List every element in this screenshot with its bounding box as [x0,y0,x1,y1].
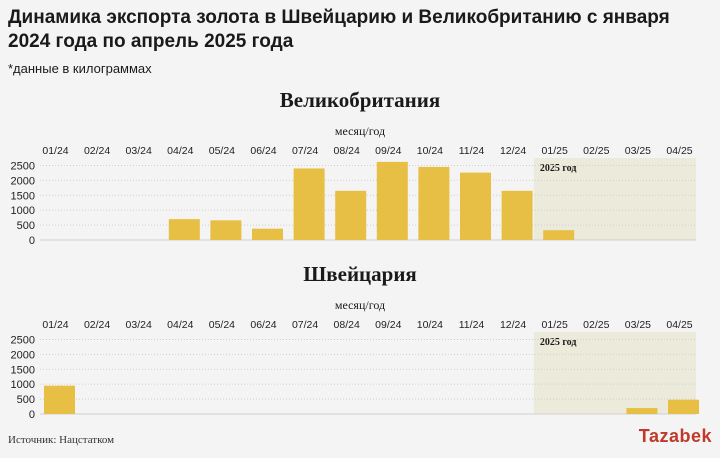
x-tick-label: 02/24 [84,145,110,157]
x-tick-label: 11/24 [459,319,485,331]
x-tick-label: 12/24 [500,145,526,157]
x-tick-label: 05/24 [209,145,235,157]
x-tick-label: 05/24 [209,319,235,331]
logo-text: Tazabek [638,426,712,446]
x-tick-label: 06/24 [250,319,276,331]
x-tick-label: 02/24 [84,319,110,331]
x-tick-label: 01/25 [542,145,568,157]
x-tick-label: 04/25 [666,145,692,157]
x-tick-label: 02/25 [583,319,609,331]
x-tick-label: 03/25 [625,145,651,157]
y-tick-label: 0 [29,409,35,421]
y-tick-label: 1500 [11,364,35,376]
chart-ch: 2025 год 0 500 1000 1500 2000 2500 01/24 02/24 03… [11,319,699,421]
x-axis-label-uk: месяц/год [334,124,386,138]
bar [335,190,367,240]
bar [543,230,575,240]
bar [668,399,699,414]
chart-uk: 2025 год 0 500 1000 1500 2000 2500 01/24 02/24 03… [11,145,696,247]
bar [252,228,283,240]
x-tick-label: 06/24 [250,145,276,157]
x-tick-label: 01/24 [42,145,68,157]
x-tick-label: 08/24 [334,319,360,331]
y-tick-label: 1000 [11,379,35,391]
y-tick-label: 2500 [11,334,35,346]
y-tick-label: 1500 [11,190,35,202]
x-tick-label: 10/24 [417,145,443,157]
units-note: *данные в килограммах [8,61,152,76]
x-tick-label: 11/24 [459,145,485,157]
x-tick-label: 08/24 [334,145,360,157]
x-tick-label: 07/24 [292,145,318,157]
bar [460,172,491,240]
x-tick-label: 10/24 [417,319,443,331]
x-axis-label-ch: месяц/год [334,298,386,312]
x-tick-label: 03/24 [126,319,152,331]
bar [376,161,408,240]
bar [626,408,658,414]
highlight-label: 2025 год [540,163,577,174]
x-tick-label: 02/25 [583,145,609,157]
y-tick-label: 2500 [11,160,35,172]
x-tick-label: 04/25 [666,319,692,331]
x-tick-label: 03/24 [126,145,152,157]
highlight-region-2025 [533,158,696,240]
bar [293,168,325,240]
x-tick-label: 04/24 [167,145,193,157]
y-tick-label: 0 [29,235,35,247]
bar [44,385,75,414]
page-title: Динамика экспорта золота в Швейцарию и В… [8,7,670,52]
chart-title-ch: Швейцария [303,262,417,286]
bar [168,219,200,240]
x-tick-label: 01/24 [42,319,68,331]
bar [418,166,450,240]
bar [501,190,533,240]
x-tick-label: 09/24 [375,319,401,331]
brand-logo[interactable]: Tazabek [639,426,712,447]
chart-title-uk: Великобритания [279,88,441,112]
y-tick-label: 2000 [11,349,35,361]
x-tick-label: 04/24 [167,319,193,331]
bar [210,220,242,240]
x-tick-label: 07/24 [292,319,318,331]
x-tick-label: 03/25 [625,319,651,331]
x-tick-label: 09/24 [375,145,401,157]
y-tick-label: 1000 [11,205,35,217]
x-tick-label: 12/24 [500,319,526,331]
highlight-label: 2025 год [540,337,577,348]
y-tick-label: 2000 [11,175,35,187]
y-tick-label: 500 [17,220,35,232]
x-tick-label: 01/25 [542,319,568,331]
y-tick-label: 500 [17,394,35,406]
source-note: Источник: Нацстатком [8,434,115,446]
